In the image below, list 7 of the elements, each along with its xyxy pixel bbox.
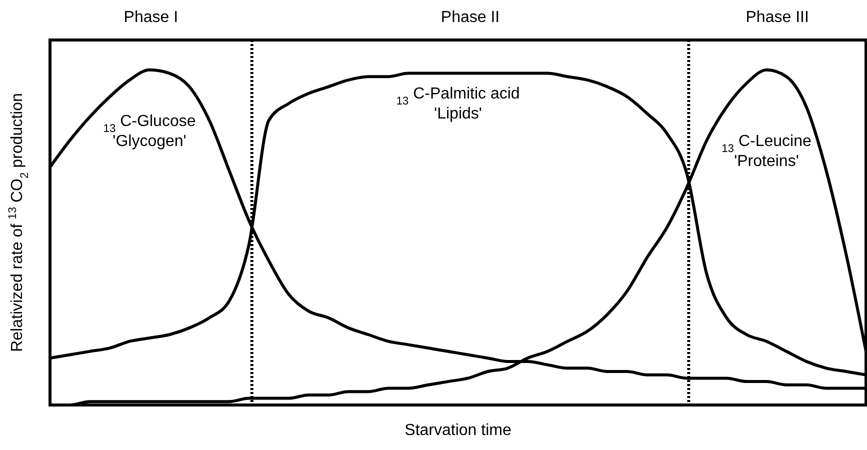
- text: Phase I: [124, 9, 178, 26]
- x-axis-title: Starvation time: [404, 422, 512, 439]
- text: Phase II: [440, 9, 500, 26]
- series-label: $_{13}$C-Palmitic acid 'Lipids': [396, 86, 520, 123]
- series-label: $_{13}$C-Leucine 'Proteins': [722, 133, 812, 170]
- text: Phase III: [746, 9, 809, 26]
- series-label: $_{13}$C-Glucose 'Glycogen': [103, 112, 196, 150]
